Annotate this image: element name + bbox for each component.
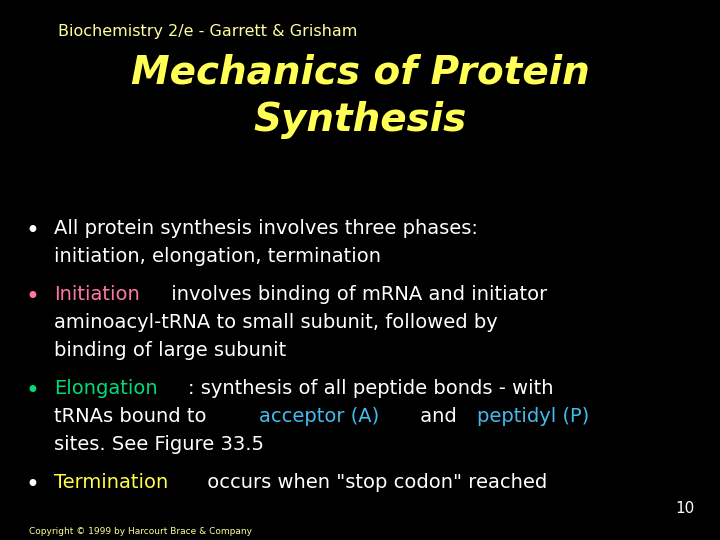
Text: Initiation: Initiation: [54, 285, 140, 303]
Text: •: •: [25, 472, 39, 496]
Text: tRNAs bound to: tRNAs bound to: [54, 407, 212, 426]
Text: All protein synthesis involves three phases:: All protein synthesis involves three pha…: [54, 219, 478, 238]
Text: and: and: [414, 407, 463, 426]
Text: initiation, elongation, termination: initiation, elongation, termination: [54, 247, 381, 266]
Text: peptidyl (P): peptidyl (P): [477, 407, 590, 426]
Text: Mechanics of Protein
Synthesis: Mechanics of Protein Synthesis: [130, 54, 590, 139]
Text: acceptor (A): acceptor (A): [258, 407, 379, 426]
Text: •: •: [25, 219, 39, 242]
Text: •: •: [25, 285, 39, 308]
Text: •: •: [25, 379, 39, 402]
Text: : synthesis of all peptide bonds - with: : synthesis of all peptide bonds - with: [188, 379, 553, 397]
Text: sites. See Figure 33.5: sites. See Figure 33.5: [54, 435, 264, 454]
Text: aminoacyl-tRNA to small subunit, followed by: aminoacyl-tRNA to small subunit, followe…: [54, 313, 498, 332]
Text: 10: 10: [675, 501, 695, 516]
Text: binding of large subunit: binding of large subunit: [54, 341, 287, 360]
Text: involves binding of mRNA and initiator: involves binding of mRNA and initiator: [165, 285, 547, 303]
Text: occurs when "stop codon" reached: occurs when "stop codon" reached: [202, 472, 548, 491]
Text: Termination: Termination: [54, 472, 168, 491]
Text: Biochemistry 2/e - Garrett & Grisham: Biochemistry 2/e - Garrett & Grisham: [58, 24, 357, 39]
Text: Elongation: Elongation: [54, 379, 158, 397]
Text: Copyright © 1999 by Harcourt Brace & Company: Copyright © 1999 by Harcourt Brace & Com…: [29, 526, 252, 536]
